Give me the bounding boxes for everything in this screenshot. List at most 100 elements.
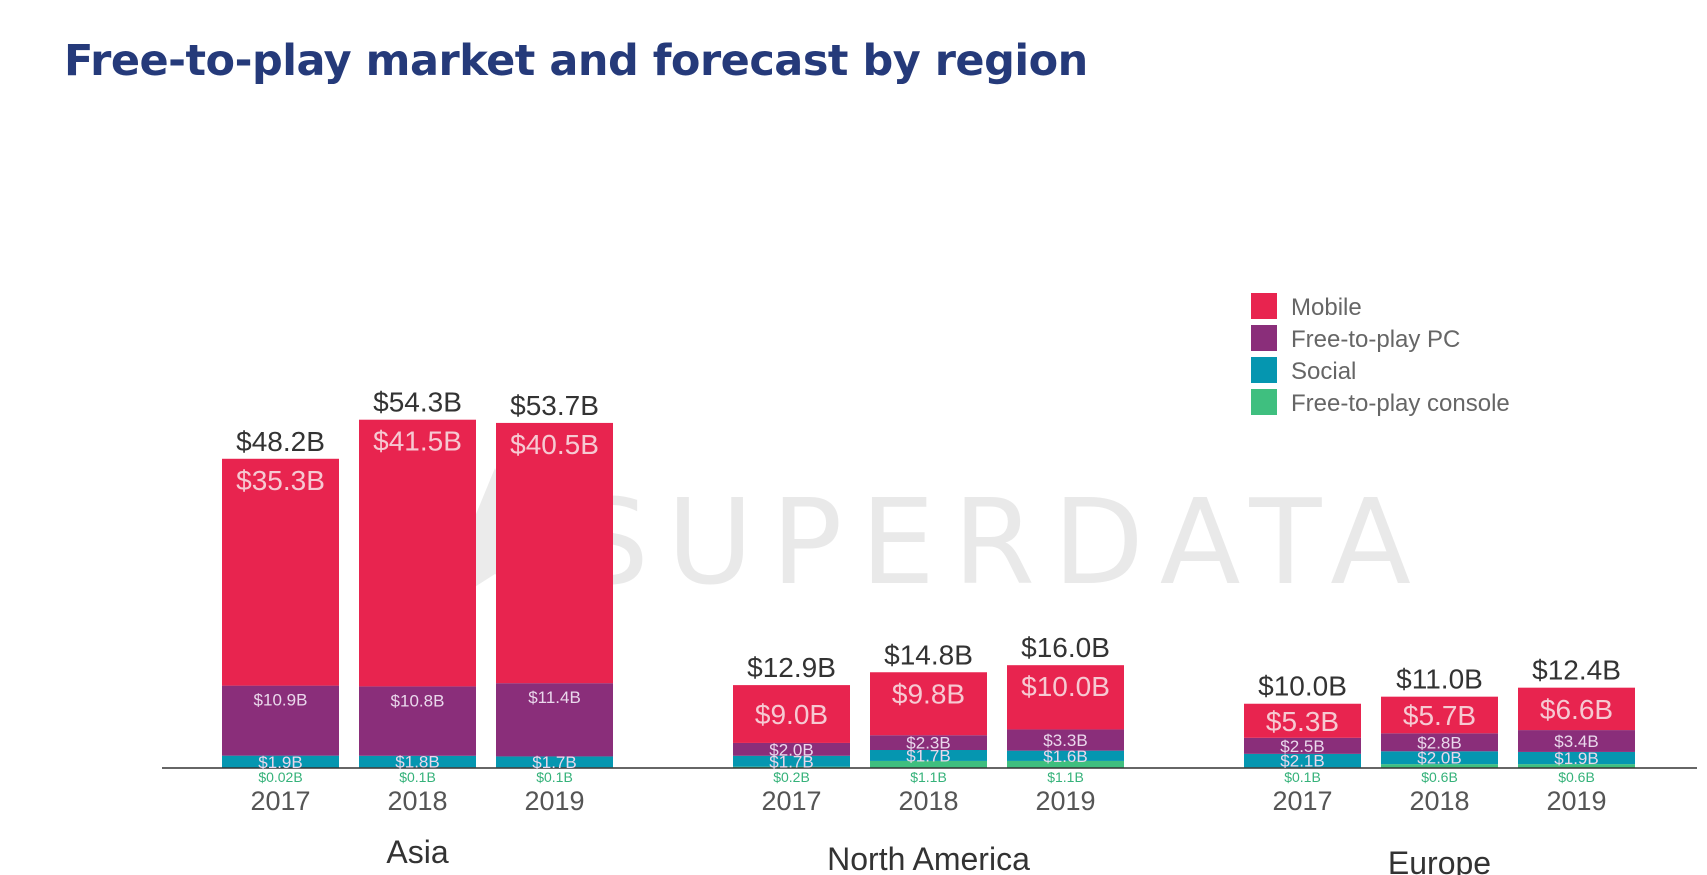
labels-layer: $48.2B$35.3B$10.9B$1.9B$0.02B2017$54.3B$…: [236, 387, 1621, 875]
total-label-asia-2017: $48.2B: [236, 426, 325, 457]
value-label-asia-2018-pc: $10.8B: [391, 691, 445, 710]
bar-asia-2017-social: [222, 755, 339, 768]
bar-europe-2017-free-to-play-pc: [1244, 737, 1361, 754]
bar-north-america-2019-mobile: [1007, 665, 1124, 730]
bar-asia-2018-mobile: [359, 419, 476, 687]
value-label-europe-2018-console: $0.6B: [1421, 769, 1458, 785]
value-label-asia-2019-console: $0.1B: [536, 769, 573, 785]
chart-title: Free-to-play market and forecast by regi…: [64, 36, 1088, 86]
legend: Mobile Free-to-play PC Social Free-to-play …: [1251, 293, 1510, 417]
legend-label-free-to-play-console: Free-to-play console: [1291, 390, 1510, 417]
bar-asia-2018-free-to-play-pc: [359, 686, 476, 756]
year-label-europe-2018: 2018: [1409, 786, 1469, 816]
bar-asia-2019-social: [496, 756, 613, 768]
year-label-europe-2017: 2017: [1272, 786, 1332, 816]
bar-north-america-2019-free-to-play-pc: [1007, 729, 1124, 751]
total-label-north-america-2017: $12.9B: [747, 652, 836, 683]
total-label-asia-2018: $54.3B: [373, 387, 462, 418]
year-label-europe-2019: 2019: [1546, 786, 1606, 816]
superdata-watermark: SUPERDATA: [418, 468, 1429, 611]
bar-north-america-2018-free-to-play-pc: [870, 735, 987, 751]
bar-north-america-2018-mobile: [870, 672, 987, 736]
value-label-europe-2018-pc: $2.8B: [1417, 733, 1461, 752]
legend-label-social: Social: [1291, 358, 1356, 385]
watermark-text: SUPERDATA: [574, 473, 1429, 611]
bar-europe-2019-mobile: [1518, 687, 1635, 731]
value-label-north-america-2019-pc: $3.3B: [1043, 731, 1087, 750]
year-label-north-america-2018: 2018: [898, 786, 958, 816]
value-label-north-america-2018-social: $1.7B: [906, 746, 950, 765]
value-label-north-america-2017-pc: $2.0B: [769, 740, 813, 759]
bar-europe-2018-free-to-play-console: [1381, 764, 1498, 768]
bar-north-america-2019-social: [1007, 750, 1124, 761]
bar-asia-2018-social: [359, 755, 476, 768]
legend-swatch-free-to-play-console: [1251, 389, 1277, 415]
total-label-europe-2019: $12.4B: [1532, 655, 1621, 686]
bar-europe-2017-mobile: [1244, 703, 1361, 738]
legend-swatch-mobile: [1251, 293, 1277, 319]
bar-north-america-2017-mobile: [733, 685, 850, 743]
total-label-north-america-2018: $14.8B: [884, 639, 973, 670]
value-label-europe-2018-social: $2.0B: [1417, 749, 1461, 768]
value-label-asia-2019-pc: $11.4B: [528, 688, 581, 707]
bar-north-america-2019-free-to-play-console: [1007, 760, 1124, 768]
value-label-north-america-2019-console: $1.1B: [1047, 769, 1084, 785]
year-label-asia-2017: 2017: [250, 786, 310, 816]
value-label-europe-2017-mobile: $5.3B: [1266, 706, 1339, 737]
year-label-north-america-2017: 2017: [761, 786, 821, 816]
bar-north-america-2017-social: [733, 755, 850, 767]
total-label-europe-2018: $11.0B: [1396, 664, 1483, 695]
value-label-europe-2019-pc: $3.4B: [1554, 732, 1598, 751]
value-label-europe-2019-console: $0.6B: [1558, 769, 1595, 785]
value-label-asia-2017-social: $1.9B: [258, 753, 302, 772]
legend-swatch-free-to-play-pc: [1251, 325, 1277, 351]
region-label-north-america: North America: [827, 841, 1030, 875]
value-label-asia-2019-social: $1.7B: [532, 753, 576, 772]
bar-europe-2018-social: [1381, 751, 1498, 765]
value-label-asia-2019-mobile: $40.5B: [510, 429, 599, 460]
legend-label-mobile: Mobile: [1291, 294, 1362, 321]
bar-europe-2019-free-to-play-pc: [1518, 730, 1635, 752]
value-label-north-america-2018-mobile: $9.8B: [892, 678, 965, 709]
value-label-north-america-2017-social: $1.7B: [769, 752, 813, 771]
value-label-north-america-2019-mobile: $10.0B: [1021, 671, 1110, 702]
value-label-asia-2017-mobile: $35.3B: [236, 465, 325, 496]
bar-europe-2019-free-to-play-console: [1518, 764, 1635, 768]
total-label-europe-2017: $10.0B: [1258, 671, 1347, 702]
value-label-europe-2017-pc: $2.5B: [1280, 737, 1324, 756]
region-label-asia: Asia: [386, 834, 448, 870]
bar-asia-2017-free-to-play-pc: [222, 685, 339, 756]
year-label-north-america-2019: 2019: [1035, 786, 1095, 816]
bar-europe-2018-mobile: [1381, 696, 1498, 734]
bar-asia-2019-mobile: [496, 422, 613, 684]
value-label-europe-2018-mobile: $5.7B: [1403, 700, 1476, 731]
value-label-asia-2018-mobile: $41.5B: [373, 426, 462, 457]
bar-north-america-2017-free-to-play-pc: [733, 742, 850, 756]
bar-north-america-2018-social: [870, 750, 987, 761]
bar-europe-2018-free-to-play-pc: [1381, 733, 1498, 752]
bar-europe-2017-social: [1244, 753, 1361, 768]
year-label-asia-2019: 2019: [524, 786, 584, 816]
bar-north-america-2018-free-to-play-console: [870, 760, 987, 768]
legend-label-free-to-play-pc: Free-to-play PC: [1291, 326, 1460, 353]
value-label-north-america-2019-social: $1.6B: [1043, 747, 1087, 766]
bar-asia-2017-mobile: [222, 458, 339, 686]
value-label-asia-2018-console: $0.1B: [399, 769, 436, 785]
total-label-north-america-2019: $16.0B: [1021, 632, 1110, 663]
bars-layer: [222, 419, 1635, 769]
value-label-europe-2017-social: $2.1B: [1280, 752, 1324, 771]
total-label-asia-2019: $53.7B: [510, 390, 599, 421]
value-label-asia-2017-pc: $10.9B: [254, 691, 308, 710]
value-label-north-america-2017-console: $0.2B: [773, 769, 810, 785]
value-label-north-america-2017-mobile: $9.0B: [755, 699, 828, 730]
value-label-europe-2019-social: $1.9B: [1554, 749, 1598, 768]
value-label-north-america-2018-pc: $2.3B: [906, 734, 950, 753]
value-label-asia-2018-social: $1.8B: [395, 753, 439, 772]
value-label-europe-2017-console: $0.1B: [1284, 769, 1321, 785]
bar-europe-2019-social: [1518, 751, 1635, 765]
year-label-asia-2018: 2018: [387, 786, 447, 816]
region-label-europe: Europe: [1388, 845, 1491, 875]
value-label-europe-2019-mobile: $6.6B: [1540, 694, 1613, 725]
bar-asia-2019-free-to-play-pc: [496, 683, 613, 757]
